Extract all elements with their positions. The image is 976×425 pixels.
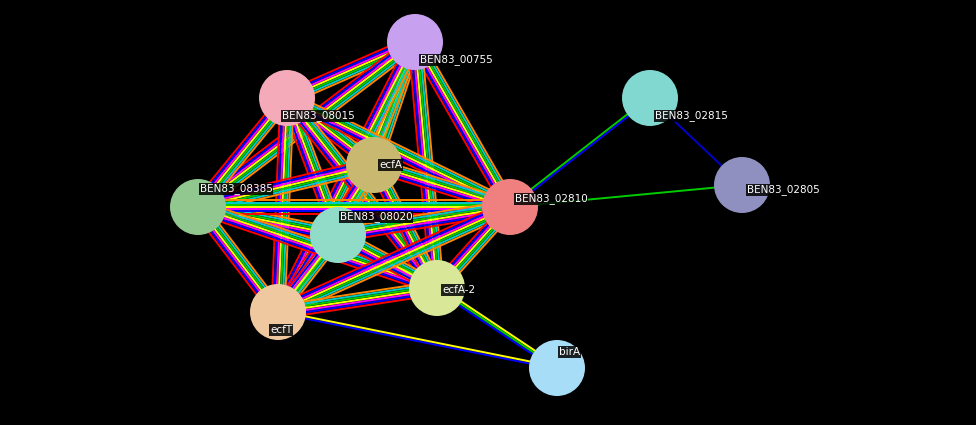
Text: BEN83_02805: BEN83_02805 — [747, 184, 820, 196]
Ellipse shape — [310, 207, 366, 263]
Ellipse shape — [387, 14, 443, 70]
Text: BEN83_08020: BEN83_08020 — [340, 212, 413, 222]
Ellipse shape — [714, 157, 770, 213]
Ellipse shape — [250, 284, 306, 340]
Text: BEN83_00755: BEN83_00755 — [420, 54, 493, 65]
Text: ecfA-2: ecfA-2 — [442, 285, 475, 295]
Text: BEN83_08385: BEN83_08385 — [200, 184, 273, 195]
Ellipse shape — [346, 137, 402, 193]
Ellipse shape — [482, 179, 538, 235]
Text: birA: birA — [559, 347, 580, 357]
Ellipse shape — [409, 260, 465, 316]
Text: ecfT: ecfT — [270, 325, 292, 335]
Text: BEN83_02815: BEN83_02815 — [655, 110, 728, 122]
Ellipse shape — [622, 70, 678, 126]
Ellipse shape — [170, 179, 226, 235]
Text: BEN83_08015: BEN83_08015 — [282, 110, 354, 122]
Ellipse shape — [259, 70, 315, 126]
Text: BEN83_02810: BEN83_02810 — [515, 193, 588, 204]
Ellipse shape — [529, 340, 585, 396]
Text: ecfA: ecfA — [379, 160, 402, 170]
